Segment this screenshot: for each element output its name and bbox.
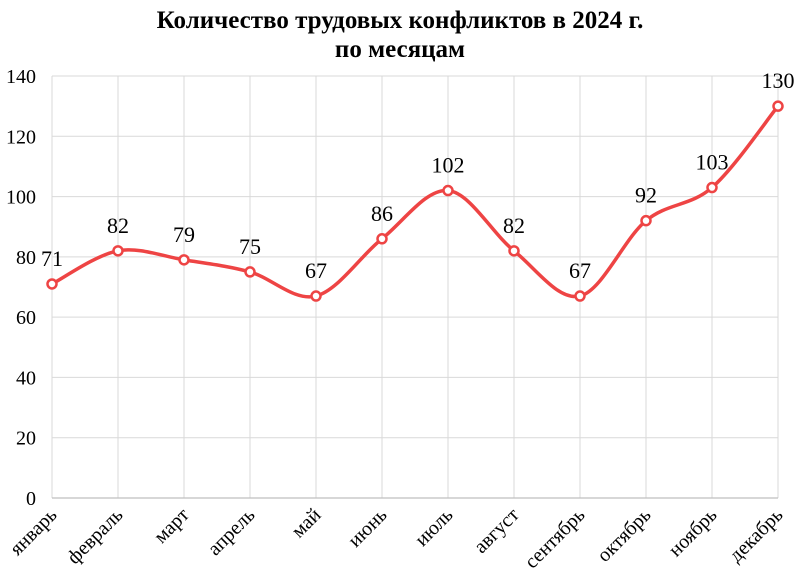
x-tick-label: октябрь (593, 504, 656, 567)
chart-title-line-2: по месяцам (334, 36, 466, 63)
data-label: 130 (762, 68, 795, 93)
y-tick-label: 60 (16, 307, 36, 329)
y-tick-label: 80 (16, 247, 36, 269)
x-tick-label: март (150, 504, 194, 548)
y-tick-label: 40 (16, 367, 36, 389)
x-tick-label: декабрь (725, 504, 788, 567)
data-label: 75 (239, 234, 261, 259)
data-point (442, 184, 454, 197)
x-tick-label: ноябрь (664, 504, 721, 561)
data-label: 67 (305, 258, 327, 283)
data-point (244, 266, 256, 278)
data-point (112, 245, 124, 257)
data-label: 79 (173, 222, 195, 247)
data-point (508, 245, 520, 257)
data-label: 86 (371, 201, 393, 226)
data-label: 92 (635, 183, 657, 208)
data-point (772, 100, 784, 112)
x-tick-label: август (470, 504, 524, 558)
y-tick-label: 0 (26, 488, 36, 510)
x-tick-label: февраль (63, 504, 128, 569)
data-point (706, 181, 718, 194)
data-labels: 71 82 79 75 67 86 102 82 67 92 103 130 (41, 68, 795, 283)
data-label: 67 (569, 258, 591, 283)
x-tick-label: май (287, 504, 325, 542)
y-tick-label: 100 (6, 187, 36, 209)
y-tick-label: 20 (16, 428, 36, 450)
data-label: 71 (41, 246, 63, 271)
y-tick-label: 120 (6, 126, 36, 148)
data-point (310, 290, 322, 302)
x-tick-label: июнь (344, 504, 392, 552)
y-tick-label: 140 (6, 66, 36, 88)
data-label: 82 (107, 213, 129, 238)
data-label: 103 (696, 150, 729, 175)
chart-title-line-1: Количество трудовых конфликтов в 2024 г. (156, 7, 644, 34)
data-point (574, 290, 586, 302)
x-tick-label: июль (411, 504, 458, 551)
x-tick-label: январь (6, 504, 62, 560)
data-point (178, 254, 190, 266)
x-tick-label: апрель (203, 504, 259, 560)
data-point (46, 278, 58, 290)
data-point (376, 233, 388, 245)
series-conflicts (46, 100, 784, 302)
axes: 0 20 40 60 80 100 120 140 январь февраль март апрел… (6, 66, 788, 573)
chart-title: Количество трудовых конфликтов в 2024 г.… (0, 6, 800, 64)
data-label: 82 (503, 213, 525, 238)
x-tick-label: сентябрь (520, 504, 589, 573)
data-label: 102 (432, 153, 465, 178)
series-line (50, 104, 780, 299)
gridlines (51, 75, 779, 498)
data-point (640, 214, 652, 227)
